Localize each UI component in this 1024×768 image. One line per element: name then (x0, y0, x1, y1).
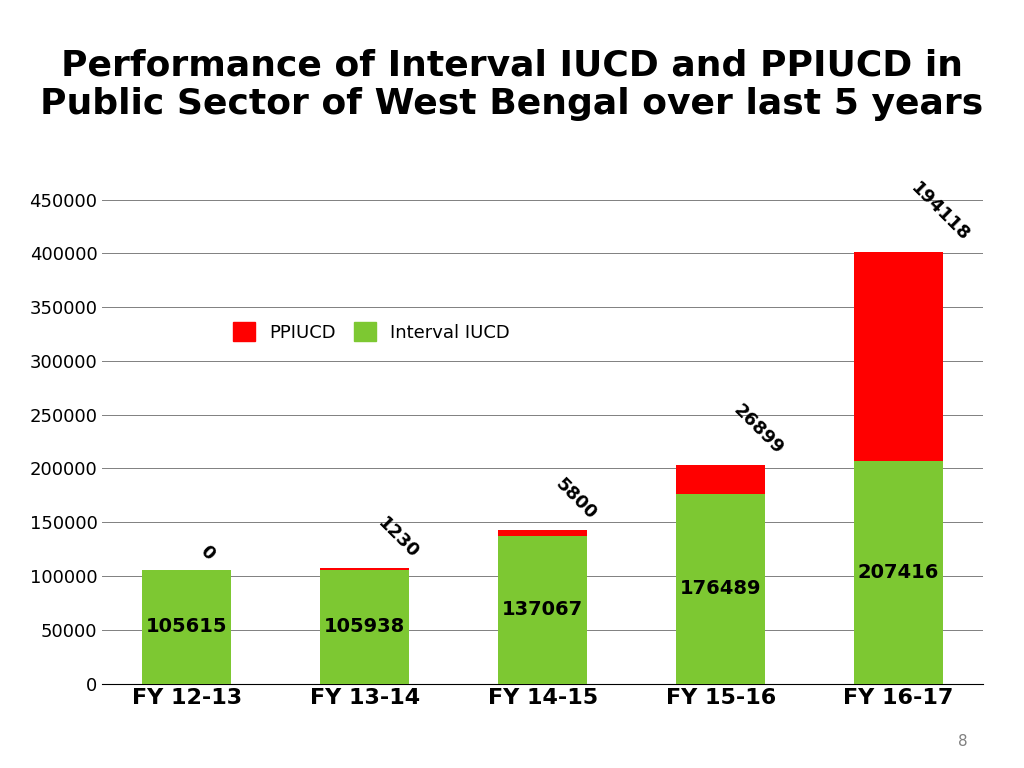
Text: 26899: 26899 (729, 402, 786, 458)
Text: 207416: 207416 (858, 562, 939, 581)
Text: 194118: 194118 (907, 180, 973, 245)
Text: 105615: 105615 (146, 617, 227, 636)
Text: 0: 0 (196, 542, 217, 564)
Legend: PPIUCD, Interval IUCD: PPIUCD, Interval IUCD (226, 315, 517, 349)
Bar (854, 461, 943, 684)
Text: 176489: 176489 (680, 579, 762, 598)
Bar (499, 530, 587, 536)
Text: 1230: 1230 (374, 514, 422, 562)
Bar (321, 568, 410, 570)
Bar (321, 570, 410, 684)
Bar (676, 494, 765, 684)
Bar (142, 570, 231, 684)
Text: Performance of Interval IUCD and PPIUCD in: Performance of Interval IUCD and PPIUCD … (61, 48, 963, 82)
Bar (499, 536, 587, 684)
Text: Public Sector of West Bengal over last 5 years: Public Sector of West Bengal over last 5… (40, 87, 984, 121)
Text: 105938: 105938 (325, 617, 406, 636)
Text: 8: 8 (958, 733, 968, 749)
Text: 137067: 137067 (502, 601, 584, 619)
Text: 5800: 5800 (552, 475, 600, 524)
Bar (854, 252, 943, 461)
Bar (676, 465, 765, 494)
